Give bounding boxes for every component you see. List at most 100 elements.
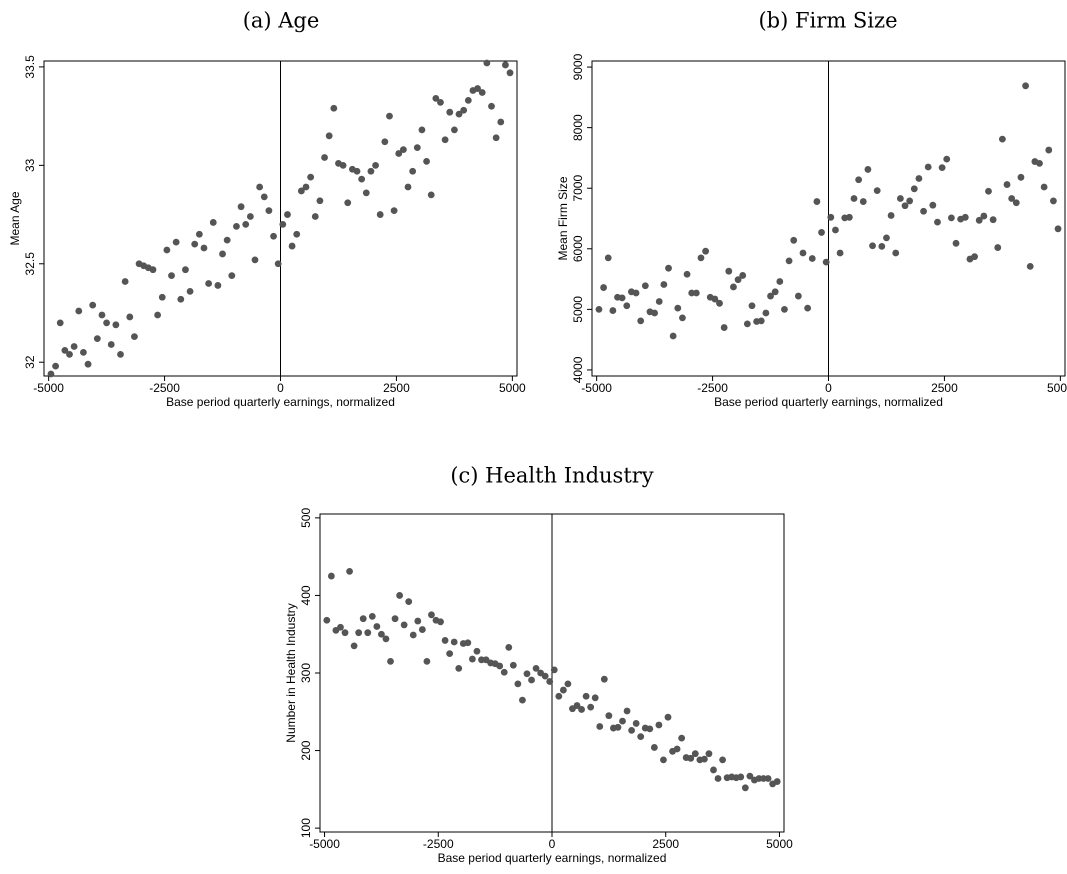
data-point-health-industry	[337, 623, 344, 631]
y-tick-label-age: 32.5	[23, 252, 37, 276]
x-axis-label-age: Base period quarterly earnings, normaliz…	[166, 395, 395, 409]
data-point-age	[195, 230, 203, 238]
data-point-age	[418, 126, 426, 134]
data-point-age	[149, 266, 157, 274]
data-point-health-industry	[546, 678, 554, 685]
data-point-health-industry	[660, 756, 667, 764]
data-point-firm-size	[609, 307, 617, 314]
data-point-firm-size	[1050, 197, 1057, 205]
data-point-age	[367, 167, 375, 175]
data-point-age	[372, 161, 379, 169]
data-point-firm-size	[869, 242, 876, 250]
data-point-firm-size	[934, 218, 941, 226]
data-point-health-industry	[509, 661, 517, 669]
data-point-age	[70, 343, 78, 350]
data-point-firm-size	[906, 197, 914, 205]
data-point-age	[330, 104, 338, 112]
data-point-health-industry	[655, 721, 663, 729]
data-point-firm-size	[998, 135, 1006, 143]
data-point-firm-size	[632, 289, 640, 297]
data-point-health-industry	[623, 707, 631, 715]
data-point-firm-size	[781, 305, 788, 313]
data-point-age	[56, 319, 64, 327]
data-point-age	[502, 61, 509, 69]
data-point-health-industry	[596, 723, 604, 730]
data-point-health-industry	[514, 680, 522, 688]
data-point-firm-size	[790, 236, 798, 244]
data-point-health-industry	[710, 766, 717, 774]
data-point-health-industry	[391, 615, 399, 623]
x-axis-label-health-industry: Base period quarterly earnings, normaliz…	[438, 851, 667, 865]
data-point-age	[168, 272, 175, 279]
y-tick-label-firm-size: 9000	[571, 53, 585, 80]
x-tick-label-health-industry: -2500	[423, 837, 454, 851]
data-point-health-industry	[505, 644, 513, 651]
data-point-health-industry	[555, 692, 563, 700]
data-point-health-industry	[764, 775, 772, 782]
data-point-firm-size	[618, 294, 626, 302]
data-point-firm-size	[1045, 146, 1053, 154]
data-point-health-industry	[346, 567, 353, 575]
data-point-health-industry	[678, 734, 686, 742]
data-point-health-industry	[519, 696, 526, 704]
data-point-firm-size	[697, 254, 705, 262]
panel-health-industry: (c) Health Industry -5000 -2500 0 2500 5000 10…	[284, 464, 793, 866]
data-point-firm-size	[924, 163, 932, 171]
data-point-health-industry	[773, 778, 781, 785]
data-point-health-industry	[423, 657, 431, 665]
data-point-firm-size	[1026, 262, 1034, 270]
data-point-health-industry	[387, 657, 394, 665]
data-point-firm-size	[720, 324, 728, 331]
data-point-firm-size	[725, 267, 733, 275]
x-tick-label-age: 0	[277, 381, 284, 395]
data-point-firm-size	[887, 212, 895, 219]
data-point-age	[251, 256, 259, 264]
data-point-age	[182, 266, 189, 274]
data-point-firm-size	[910, 185, 918, 193]
data-point-firm-size	[938, 164, 946, 172]
data-point-firm-size	[651, 309, 659, 317]
x-tick-label-age: -2500	[149, 381, 180, 395]
data-point-age	[353, 167, 361, 175]
data-point-age	[209, 219, 217, 226]
data-point-firm-size	[771, 288, 779, 296]
data-point-age	[288, 242, 296, 250]
data-point-health-industry	[400, 621, 408, 629]
x-tick-label-firm-size: -2500	[697, 381, 728, 395]
data-point-health-industry	[719, 756, 726, 764]
data-point-age	[390, 207, 398, 215]
data-point-firm-size	[943, 155, 951, 163]
data-point-age	[409, 167, 417, 175]
data-point-age	[66, 350, 73, 358]
data-point-firm-size	[864, 166, 872, 173]
data-point-firm-size	[702, 247, 710, 255]
data-point-age	[321, 154, 328, 161]
data-point-firm-size	[762, 309, 770, 317]
data-point-health-industry	[418, 626, 426, 633]
data-point-health-industry	[646, 725, 654, 733]
panel-title-health-industry: (c) Health Industry	[450, 464, 653, 488]
data-point-age	[311, 213, 319, 220]
data-point-firm-size	[947, 214, 955, 222]
data-point-firm-size	[655, 298, 663, 305]
data-point-firm-size	[794, 292, 802, 300]
data-point-age	[80, 348, 87, 356]
y-tick-label-firm-size: 7000	[571, 175, 585, 202]
data-point-health-industry	[637, 733, 645, 740]
data-point-age	[191, 240, 199, 248]
data-point-health-industry	[705, 750, 713, 758]
data-point-age	[260, 193, 268, 201]
data-point-age	[506, 69, 514, 77]
data-point-age	[488, 102, 495, 110]
data-point-firm-size	[1008, 195, 1016, 202]
data-point-health-industry	[541, 672, 549, 680]
y-axis-label-age: Mean Age	[8, 191, 22, 245]
data-point-age	[228, 272, 236, 279]
panel-firm-size: (b) Firm Size -5000 -2500 0 2500 5000 4000 5000…	[556, 9, 1067, 410]
data-point-health-industry	[364, 629, 372, 637]
data-point-firm-size	[920, 207, 927, 215]
data-point-firm-size	[845, 213, 853, 221]
data-point-age	[464, 96, 472, 104]
data-point-firm-size	[1012, 199, 1020, 207]
data-point-health-industry	[691, 750, 699, 758]
